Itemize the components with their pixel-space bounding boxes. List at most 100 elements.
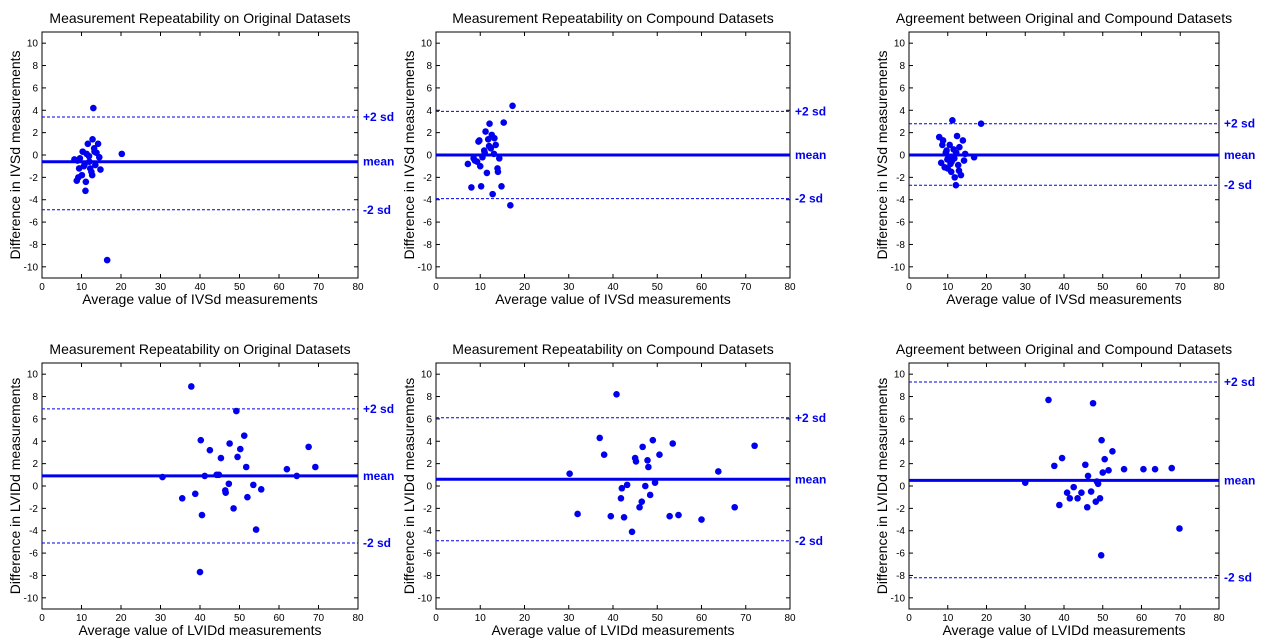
data-point bbox=[649, 436, 657, 444]
y-tick-label: 0 bbox=[32, 151, 38, 162]
data-point bbox=[620, 514, 628, 521]
data-point bbox=[656, 451, 663, 458]
y-tick-label: 2 bbox=[32, 459, 38, 470]
data-point bbox=[675, 511, 682, 519]
data-point bbox=[669, 440, 677, 447]
x-tick-label: 20 bbox=[519, 282, 531, 293]
x-tick-label: 10 bbox=[475, 613, 487, 624]
y-tick-label: -6 bbox=[423, 218, 432, 229]
y-tick-label: -2 bbox=[29, 173, 38, 184]
x-axis-label: Average value of IVSd measurements bbox=[946, 291, 1182, 307]
plot-area bbox=[908, 362, 1220, 610]
data-point bbox=[240, 432, 248, 439]
data-point bbox=[221, 487, 229, 494]
y-axis-label: Difference in IVSd measurements bbox=[7, 50, 23, 259]
data-point bbox=[312, 463, 319, 471]
data-point bbox=[636, 503, 643, 511]
x-tick-label: 50 bbox=[234, 282, 246, 293]
y-tick-label: 6 bbox=[426, 83, 432, 94]
x-axis-label: Average value of IVSd measurements bbox=[495, 291, 731, 307]
data-point bbox=[283, 465, 291, 473]
data-point bbox=[191, 490, 199, 498]
data-point bbox=[1058, 454, 1066, 462]
data-point bbox=[1101, 455, 1108, 463]
x-tick-label: 60 bbox=[696, 282, 708, 293]
data-point bbox=[1045, 396, 1052, 404]
data-point bbox=[628, 528, 636, 536]
data-point bbox=[623, 481, 631, 489]
chart-panel-3: 0 10 20 30 40 50 60 70 80 -10 -8 -6 -4 -2 0 2 4 6 8 10 Agree… bbox=[874, 10, 1255, 307]
x-tick-label: 70 bbox=[313, 282, 325, 293]
data-point bbox=[566, 470, 573, 478]
x-tick-label: 40 bbox=[1058, 282, 1070, 293]
data-point bbox=[481, 149, 488, 157]
y-tick-label: 10 bbox=[27, 39, 39, 50]
y-tick-label: -2 bbox=[29, 504, 38, 515]
data-point bbox=[1066, 495, 1074, 502]
y-tick-label: 0 bbox=[32, 482, 38, 493]
mean-label: mean bbox=[795, 148, 826, 162]
data-point bbox=[949, 117, 956, 124]
x-axis-label: Average value of LVIDd measurements bbox=[942, 622, 1185, 638]
y-tick-label: 10 bbox=[894, 39, 906, 50]
data-point bbox=[666, 512, 673, 520]
data-point bbox=[90, 104, 97, 112]
mean-label: mean bbox=[795, 472, 826, 486]
data-point bbox=[961, 150, 969, 158]
y-tick-label: 4 bbox=[32, 106, 38, 117]
data-point bbox=[959, 137, 967, 144]
x-tick-label: 60 bbox=[273, 613, 285, 624]
data-point bbox=[646, 491, 654, 499]
data-point bbox=[486, 120, 493, 127]
data-point bbox=[607, 512, 615, 520]
data-point bbox=[1168, 464, 1176, 472]
y-tick-label: -10 bbox=[418, 593, 433, 604]
x-tick-label: 30 bbox=[155, 282, 167, 293]
data-point bbox=[470, 155, 477, 162]
data-point bbox=[84, 140, 92, 148]
data-point bbox=[482, 128, 489, 135]
y-tick-label: 10 bbox=[421, 370, 433, 381]
data-point bbox=[507, 202, 514, 209]
data-point bbox=[638, 498, 646, 505]
data-point bbox=[82, 187, 89, 195]
data-point bbox=[257, 486, 265, 493]
y-tick-label: 10 bbox=[421, 39, 433, 50]
x-tick-label: 70 bbox=[313, 613, 325, 624]
data-point bbox=[250, 481, 257, 489]
x-tick-label: 50 bbox=[652, 613, 664, 624]
chart-title: Measurement Repeatability on Original Da… bbox=[49, 341, 350, 357]
data-point bbox=[1021, 479, 1029, 486]
y-tick-label: -6 bbox=[896, 218, 905, 229]
data-point bbox=[89, 136, 96, 143]
y-axis-label: Difference in IVSd measurements bbox=[874, 50, 890, 259]
plus-2sd-label: +2 sd bbox=[795, 411, 826, 425]
mean-label: mean bbox=[1224, 473, 1255, 487]
data-point bbox=[613, 391, 620, 398]
data-point bbox=[178, 495, 186, 502]
data-point bbox=[91, 148, 98, 155]
data-point bbox=[651, 479, 659, 486]
x-tick-label: 80 bbox=[352, 613, 364, 624]
data-point bbox=[1078, 489, 1085, 497]
y-tick-label: 8 bbox=[32, 61, 38, 72]
x-tick-label: 30 bbox=[1020, 613, 1032, 624]
data-point bbox=[951, 155, 958, 162]
data-point bbox=[952, 181, 960, 189]
data-point bbox=[698, 516, 705, 523]
y-tick-label: 8 bbox=[899, 392, 905, 403]
y-tick-label: 6 bbox=[899, 83, 905, 94]
y-tick-label: -2 bbox=[896, 173, 905, 184]
data-point bbox=[118, 150, 126, 158]
y-tick-label: -10 bbox=[891, 593, 906, 604]
x-tick-label: 40 bbox=[1058, 613, 1070, 624]
x-tick-label: 30 bbox=[155, 613, 167, 624]
y-tick-label: -4 bbox=[29, 526, 38, 537]
x-tick-label: 40 bbox=[607, 613, 619, 624]
y-tick-label: 0 bbox=[426, 482, 432, 493]
x-tick-label: 10 bbox=[942, 282, 954, 293]
y-tick-label: -4 bbox=[896, 526, 905, 537]
y-tick-label: 4 bbox=[426, 106, 432, 117]
x-tick-label: 20 bbox=[519, 613, 531, 624]
x-tick-label: 30 bbox=[1020, 282, 1032, 293]
